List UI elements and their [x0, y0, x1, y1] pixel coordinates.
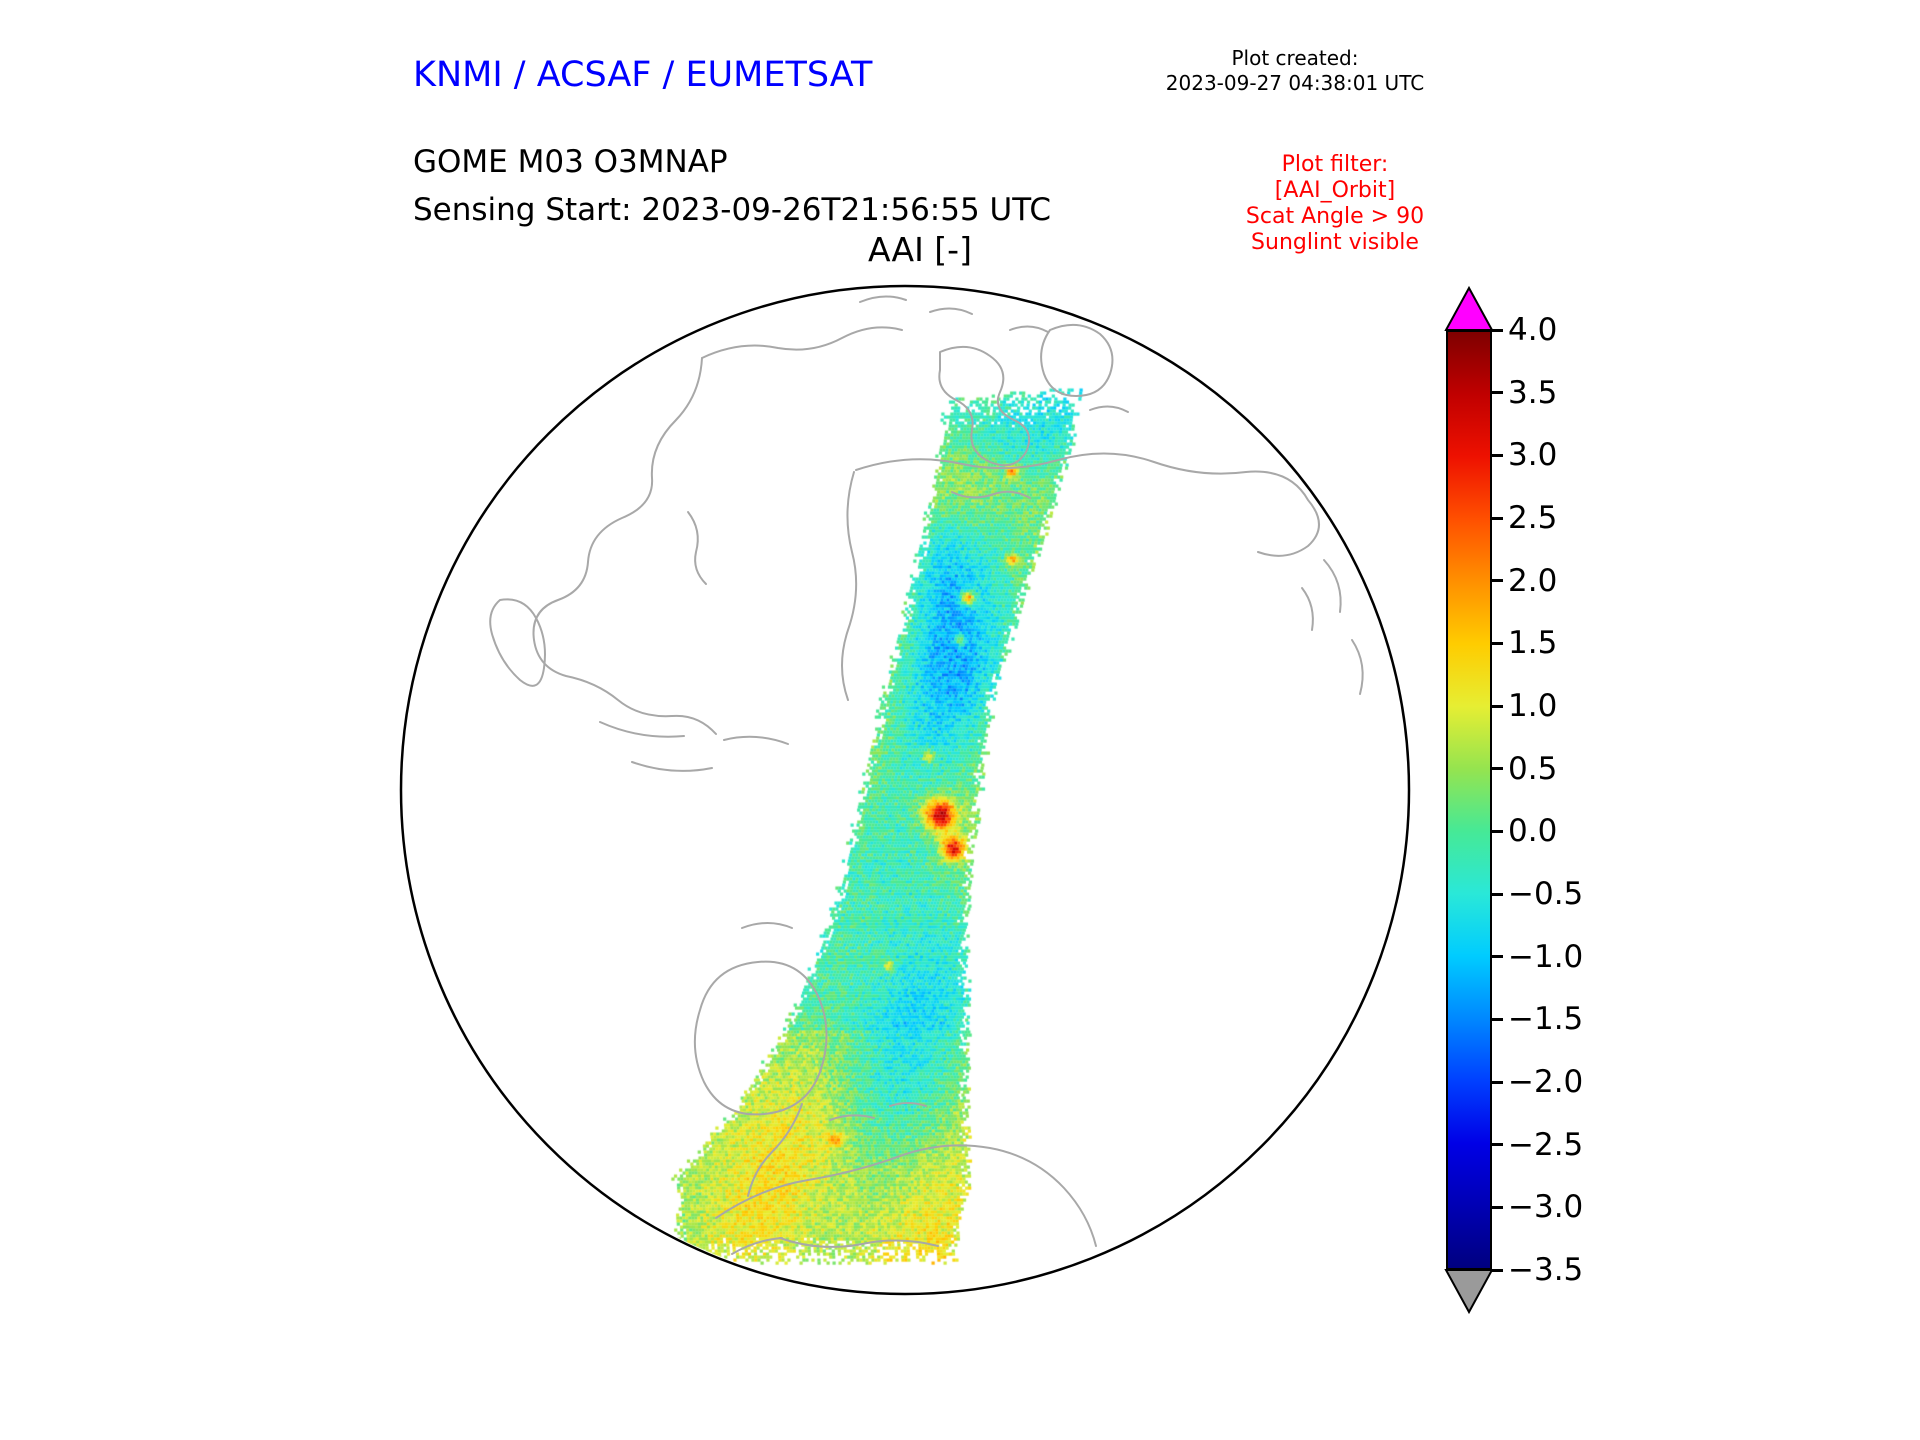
- colorbar-tick: [1492, 1268, 1503, 1272]
- colorbar-tick-label: −1.0: [1508, 938, 1584, 975]
- globe-outline: [399, 284, 1411, 1296]
- coastline-japan: [687, 511, 707, 585]
- plot-filter-line-2: [AAI_Orbit]: [1274, 178, 1396, 203]
- colorbar-over-arrow: [1444, 285, 1494, 331]
- coastline-caribbean-1: [829, 1114, 875, 1121]
- coastline-indonesia-1: [599, 721, 685, 738]
- colorbar-tick-label: 1.0: [1508, 688, 1558, 724]
- colorbar-tick: [1492, 516, 1503, 520]
- coastline-indonesia-3: [723, 735, 789, 745]
- coastline-arctic-island-2: [929, 307, 973, 315]
- plot-filter-line-3: Scat Angle > 90: [1245, 204, 1425, 229]
- colorbar-tick-label: −0.5: [1508, 876, 1584, 912]
- product-name: GOME M03 O3MNAP: [413, 144, 728, 180]
- coastline-indonesia-2: [631, 761, 713, 772]
- coastline-north-america: [855, 452, 1320, 557]
- colorbar-tick-label: 3.5: [1508, 374, 1558, 411]
- colorbar-tick: [1492, 829, 1503, 833]
- colorbar-tick: [1492, 1017, 1503, 1021]
- colorbar-tick: [1492, 892, 1503, 896]
- coastline-arctic-island-1: [859, 295, 907, 303]
- colorbar-tick: [1492, 391, 1503, 395]
- coastline-south-america-north: [715, 1144, 1097, 1247]
- colorbar-tick-label: 0.0: [1508, 813, 1558, 850]
- plot-filter: Plot filter: [AAI_Orbit] Scat Angle > 90…: [1185, 152, 1485, 256]
- colorbar-under-arrow: [1444, 1269, 1494, 1315]
- colorbar-tick: [1492, 1205, 1503, 1209]
- colorbar-tick: [1492, 767, 1503, 771]
- colorbar-tick-label: −3.0: [1508, 1189, 1584, 1226]
- coastline-asia-east: [532, 357, 717, 735]
- coastline-island-2: [1089, 405, 1129, 413]
- coastline-siberia: [701, 326, 903, 359]
- coastline-new-guinea: [741, 922, 793, 929]
- colorbar-tick-label: −2.0: [1508, 1064, 1584, 1100]
- plot-created-value: 2023-09-27 04:38:01 UTC: [1165, 71, 1425, 95]
- coastline-right-edge-2: [1351, 639, 1364, 695]
- plot-title: AAI [-]: [868, 230, 972, 269]
- colorbar-tick-label: −2.5: [1508, 1126, 1584, 1163]
- coastline-right-edge-3: [1301, 587, 1314, 631]
- colorbar-tick-label: 2.0: [1508, 562, 1558, 599]
- colorbar-tick: [1492, 1143, 1503, 1147]
- colorbar-gradient: [1446, 330, 1492, 1270]
- coastline-na-west-coast: [841, 471, 858, 701]
- colorbar-tick-label: 0.5: [1508, 750, 1558, 787]
- colorbar-tick-label: 4.0: [1508, 312, 1558, 348]
- plot-filter-line-1: Plot filter:: [1281, 152, 1389, 177]
- colorbar-tick: [1492, 704, 1503, 708]
- colorbar-tick: [1492, 641, 1503, 645]
- colorbar-tick: [1492, 579, 1503, 583]
- colorbar-tick: [1492, 453, 1503, 457]
- colorbar-tick: [1492, 955, 1503, 959]
- coastline-island-1: [1009, 325, 1049, 333]
- colorbar-tick-label: −3.5: [1508, 1252, 1584, 1288]
- coastline-india: [489, 598, 546, 687]
- coastline-australia: [693, 960, 828, 1116]
- colorbar-tick-label: 2.5: [1508, 500, 1558, 536]
- plot-created-block: Plot created: 2023-09-27 04:38:01 UTC: [1140, 46, 1450, 96]
- agency-title: KNMI / ACSAF / EUMETSAT: [413, 55, 873, 95]
- coastline-right-edge-1: [1323, 559, 1342, 613]
- colorbar-tick-label: 3.0: [1508, 437, 1558, 474]
- plot-filter-line-4: Sunglint visible: [1251, 230, 1419, 255]
- coastline-south-america-inner: [779, 1237, 939, 1248]
- colorbar-tick-label: −1.5: [1508, 1001, 1584, 1038]
- coastlines: [489, 295, 1364, 1255]
- plot-created-label: Plot created:: [1231, 46, 1359, 70]
- colorbar-tick: [1492, 328, 1503, 332]
- coastline-caribbean-2: [889, 1102, 927, 1107]
- coastline-great-lakes: [951, 490, 1031, 499]
- colorbar-tick: [1492, 1080, 1503, 1084]
- colorbar-tick-label: 1.5: [1508, 625, 1558, 662]
- coastline-canada-hudson: [938, 345, 1030, 467]
- coastline-south-america-west: [731, 1237, 783, 1255]
- coastline-central-america: [747, 1103, 803, 1197]
- coastline-greenland: [1040, 323, 1114, 397]
- sensing-start: Sensing Start: 2023-09-26T21:56:55 UTC: [413, 192, 1051, 228]
